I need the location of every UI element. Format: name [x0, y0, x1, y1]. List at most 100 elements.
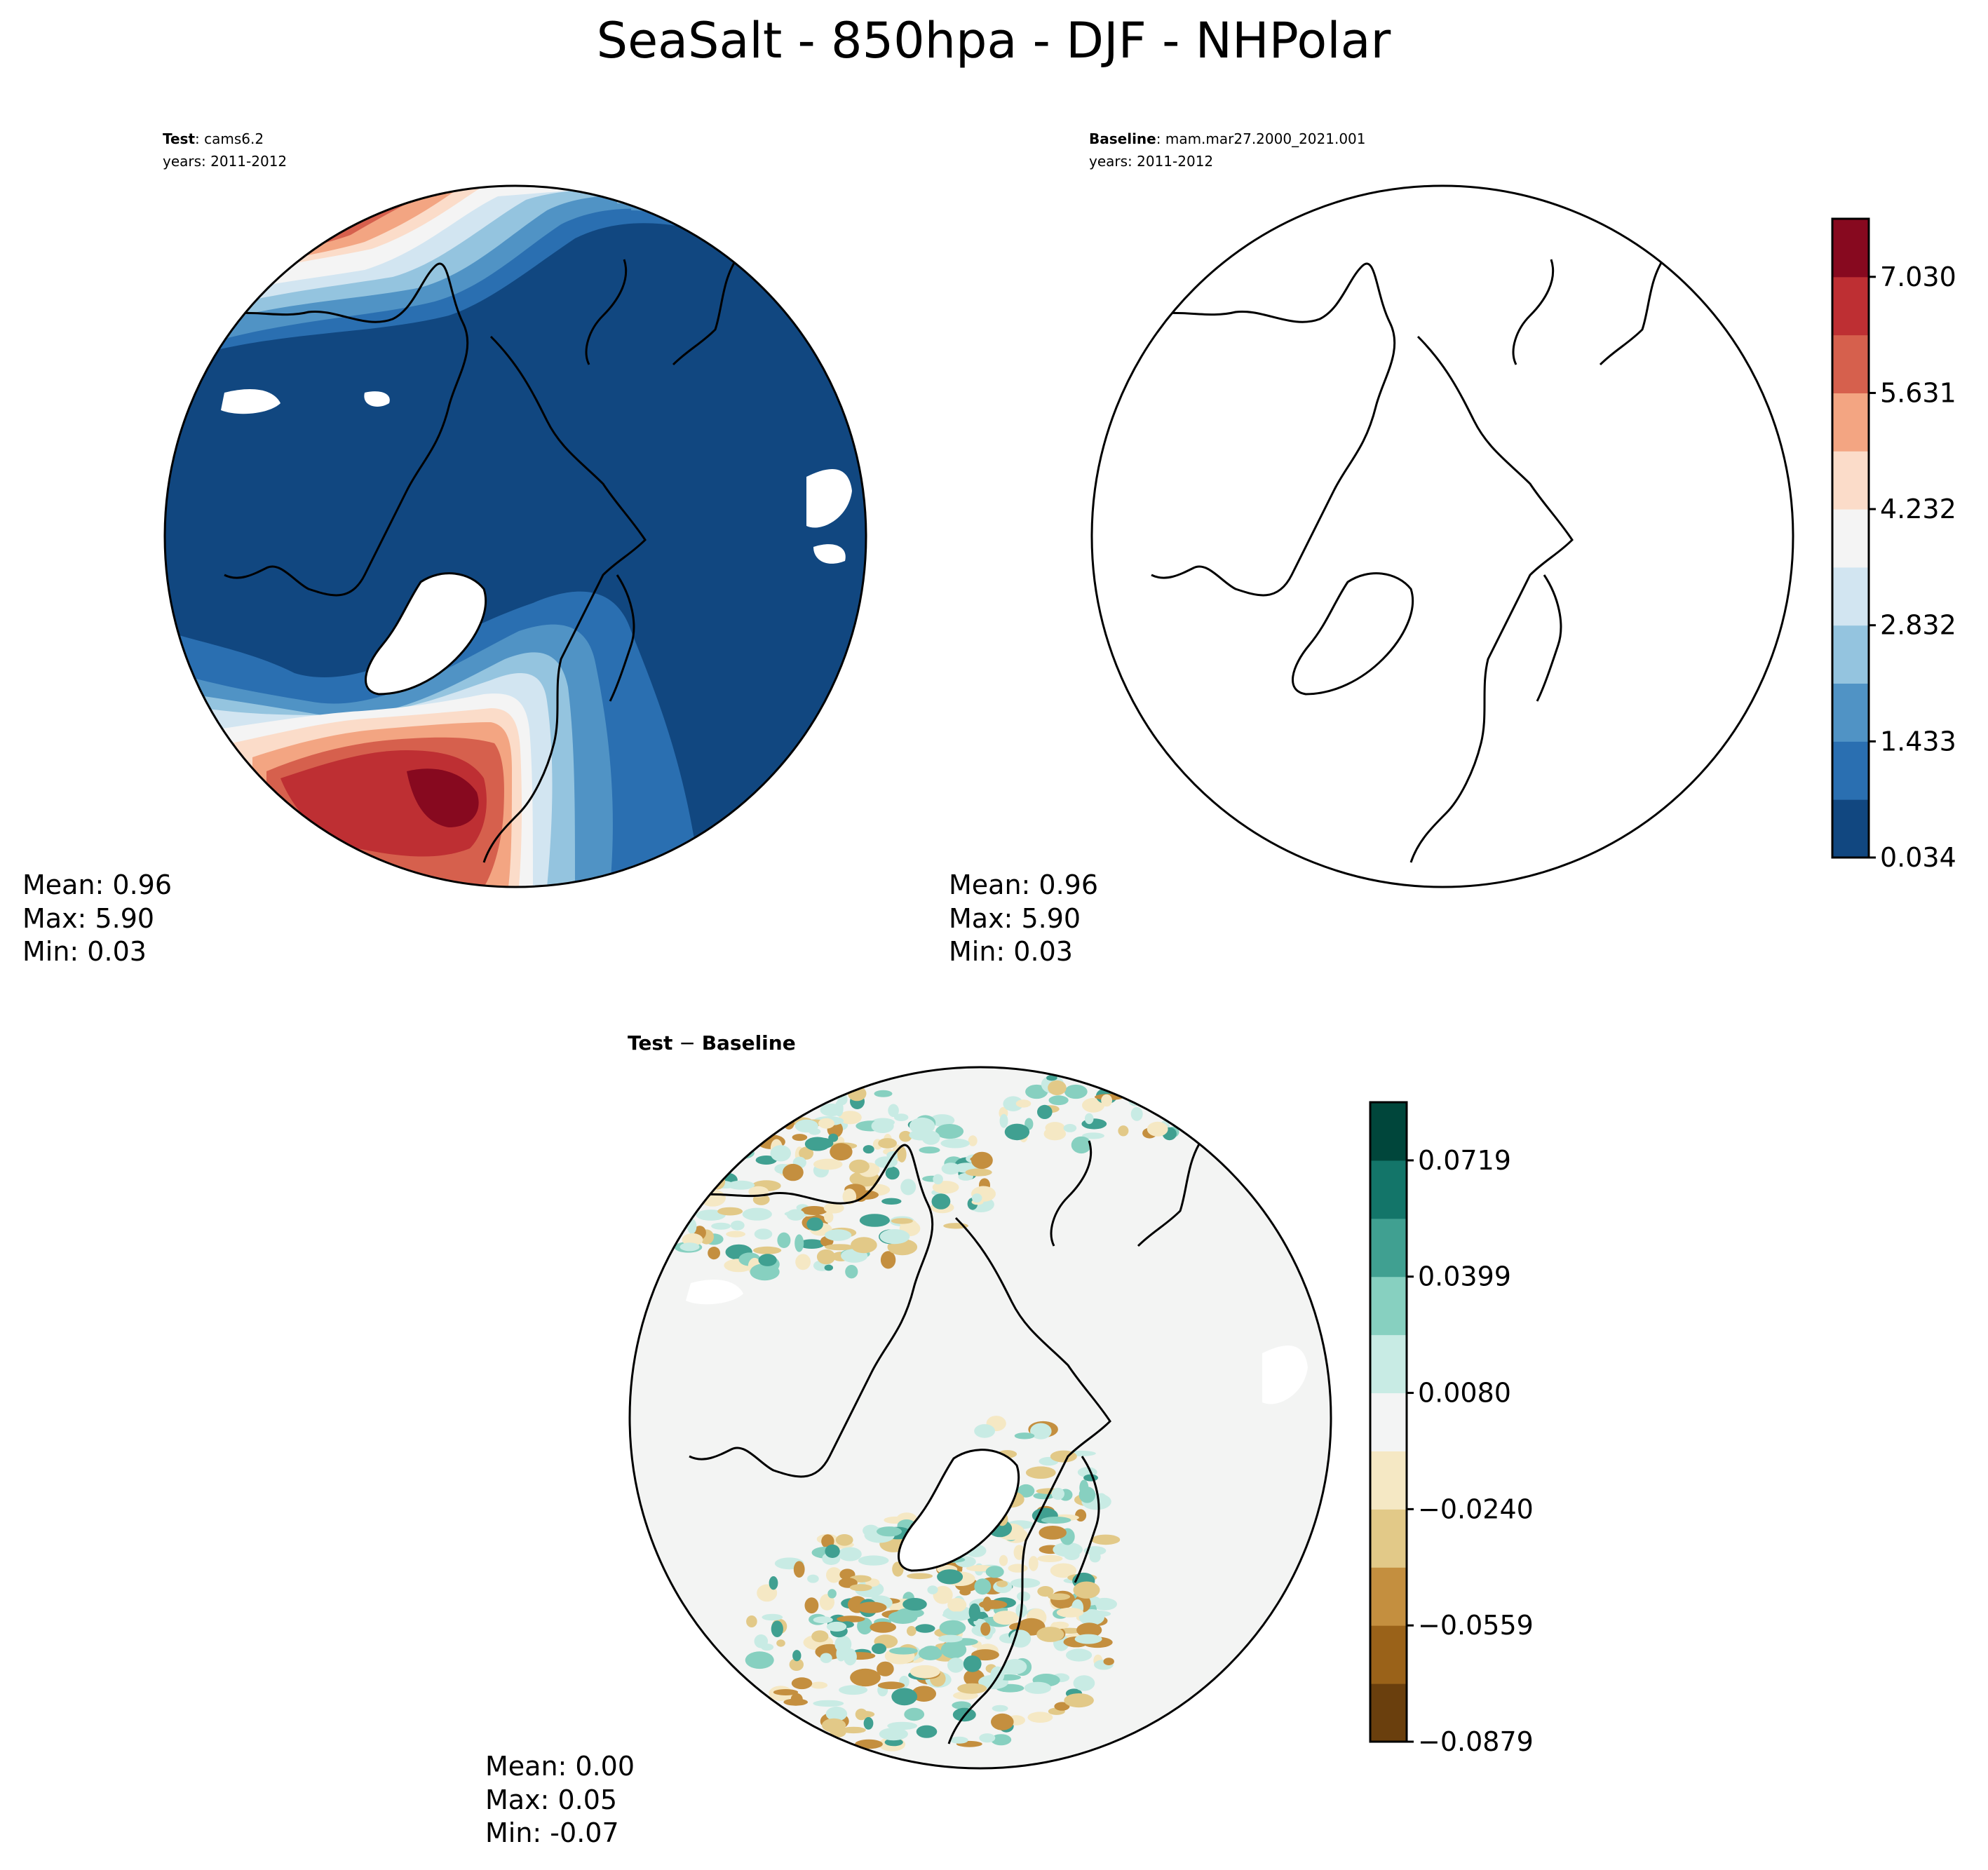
difference-speckle	[879, 1728, 908, 1741]
difference-speckle	[755, 1156, 777, 1165]
difference-speckle	[826, 1567, 842, 1583]
difference-speckle	[878, 1138, 897, 1149]
difference-speckle	[839, 1111, 862, 1125]
difference-speckle	[730, 1117, 745, 1136]
difference-speckle	[1053, 1542, 1083, 1557]
colorbar-main-swatch	[1832, 276, 1869, 336]
difference-speckle	[825, 1244, 854, 1251]
difference-speckle	[940, 1138, 970, 1149]
colorbar-diff-swatch	[1370, 1276, 1407, 1336]
colorbar-main-swatch	[1832, 509, 1869, 568]
difference-speckle	[794, 1119, 818, 1133]
difference-speckle	[933, 1174, 943, 1185]
difference-speckle	[1003, 1096, 1024, 1111]
difference-speckle	[877, 1526, 902, 1537]
colorbar-main-swatch	[1832, 567, 1869, 626]
difference-speckle	[1014, 1432, 1035, 1439]
difference-speckle	[730, 1220, 745, 1231]
difference-speckle	[794, 1234, 804, 1252]
difference-speckle	[1051, 1487, 1065, 1500]
difference-speckle	[750, 1263, 780, 1281]
difference-speckle	[1082, 1132, 1104, 1139]
difference-speckle	[799, 1146, 813, 1160]
difference-speckle	[1147, 1121, 1168, 1137]
difference-speckle	[845, 1653, 857, 1663]
test-stat-mean: Mean: 0.96	[22, 869, 172, 900]
difference-speckle	[795, 1254, 811, 1271]
difference-speckle	[979, 1733, 996, 1743]
difference-speckle	[894, 1113, 909, 1121]
colorbar-main-swatch	[1832, 334, 1869, 393]
difference-speckle	[655, 1222, 686, 1235]
colorbar-diff-swatch	[1370, 1451, 1407, 1510]
colorbar-diff-swatch	[1370, 1218, 1407, 1278]
difference-speckle	[949, 1736, 968, 1744]
difference-speckle	[963, 1655, 982, 1672]
colorbar-diff-tick-label: −0.0240	[1418, 1493, 1534, 1524]
difference-speckle	[1082, 1097, 1105, 1113]
panel-test: Test: cams6.2 years: 2011-2012	[22, 130, 867, 967]
difference-speckle	[933, 1585, 953, 1604]
difference-speckle	[1027, 1712, 1053, 1723]
difference-speckle	[999, 1113, 1008, 1128]
difference-speckle	[1075, 1509, 1087, 1522]
difference-speckle	[738, 1124, 762, 1142]
difference-speckle	[746, 1615, 757, 1627]
difference-speckle	[889, 1647, 918, 1655]
difference-speckle	[848, 1159, 870, 1174]
difference-speckle	[630, 1179, 635, 1192]
difference-speckle	[1073, 1675, 1095, 1691]
difference-speckle	[1145, 1097, 1175, 1109]
difference-speckle	[1050, 1563, 1077, 1578]
difference-speckle	[907, 1573, 933, 1580]
difference-speckle	[1130, 1106, 1143, 1121]
colorbar-diff-swatch	[1370, 1625, 1407, 1684]
baseline-years: years: 2011-2012	[1089, 153, 1213, 170]
difference-speckle	[656, 1202, 671, 1217]
colorbar-main-frame	[1831, 217, 1870, 859]
difference-speckle	[1084, 1067, 1105, 1071]
difference-speckle	[630, 1159, 654, 1175]
difference-speckle	[970, 1156, 993, 1163]
difference-speckle	[798, 1239, 825, 1249]
difference-speckle	[885, 1166, 900, 1180]
baseline-coastlines	[1151, 259, 1665, 863]
difference-speckle	[859, 1214, 890, 1227]
difference-speckle	[1048, 1080, 1067, 1095]
difference-speckle	[1103, 1072, 1114, 1080]
difference-speckle	[711, 1106, 723, 1122]
difference-speckle	[636, 1209, 663, 1219]
difference-speckle	[646, 1207, 668, 1224]
difference-speckle	[991, 1713, 1014, 1730]
colorbar-main-swatch	[1832, 799, 1869, 858]
difference-speckle	[742, 1207, 772, 1221]
difference-speckle	[972, 1193, 982, 1203]
difference-speckle	[642, 1158, 663, 1173]
difference-speckle	[910, 1665, 940, 1679]
colorbar-diff-swatch	[1370, 1683, 1407, 1742]
difference-speckle	[818, 1118, 834, 1129]
difference-speckle	[804, 1137, 830, 1151]
difference-speckle	[663, 1127, 678, 1137]
difference-speckle	[698, 1155, 717, 1172]
difference-speckle	[959, 1588, 971, 1596]
difference-speckle	[714, 1134, 724, 1141]
test-years: years: 2011-2012	[163, 153, 287, 170]
difference-speckle	[669, 1156, 687, 1171]
difference-speckle	[872, 1643, 886, 1654]
difference-speckle	[641, 1171, 666, 1181]
difference-speckle	[1010, 1578, 1041, 1588]
difference-speckle	[1122, 1083, 1142, 1092]
difference-speckle	[791, 1677, 813, 1690]
difference-speckle	[1108, 1067, 1131, 1079]
difference-speckle	[1064, 1693, 1094, 1708]
difference-speckle	[965, 1168, 992, 1177]
colorbar-main-swatch	[1832, 625, 1869, 684]
difference-speckle	[881, 1198, 902, 1205]
colorbar-main-tick-label: 5.631	[1880, 377, 1956, 408]
difference-speckle	[897, 1146, 907, 1163]
difference-speckle	[1083, 1474, 1098, 1482]
difference-speckle	[1084, 1113, 1094, 1125]
difference-speckle	[888, 1611, 918, 1624]
difference-speckle	[877, 1681, 905, 1690]
